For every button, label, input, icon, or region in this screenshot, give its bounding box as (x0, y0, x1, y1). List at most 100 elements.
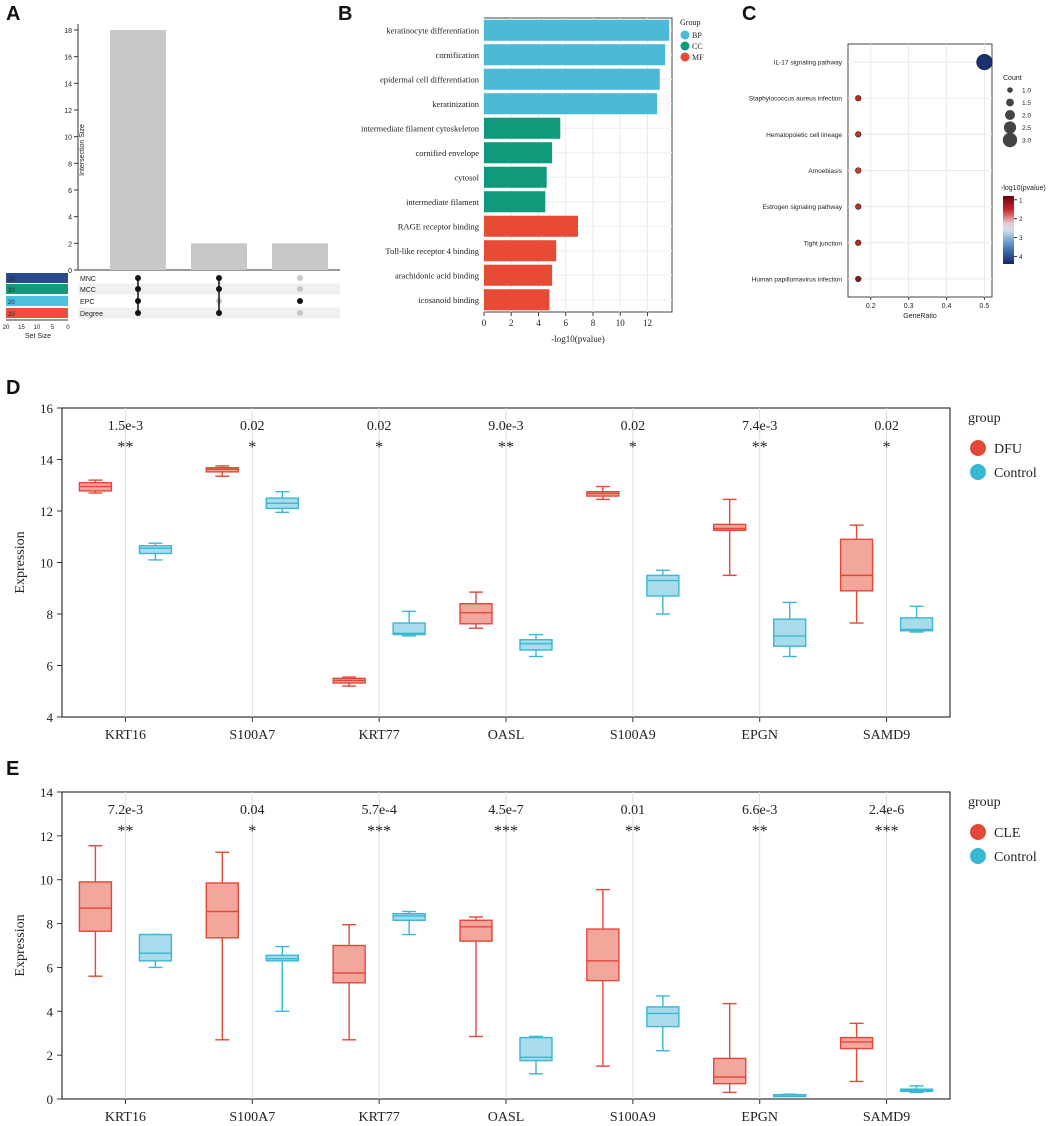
legend-title: group (968, 411, 1001, 426)
size-legend-dot (1003, 121, 1017, 134)
p-value-label: 7.4e-3 (742, 419, 777, 434)
legend-label: CC (692, 42, 703, 51)
gene-label: EPGN (741, 1110, 778, 1125)
set-size-label: Set Size (25, 333, 51, 340)
matrix-dot-empty (297, 310, 303, 316)
gene-label: KRT16 (105, 728, 146, 743)
intersection-bar (191, 243, 247, 270)
box-control (392, 913, 426, 921)
size-legend-title: Count (1003, 75, 1022, 82)
pathway-label: Estrogen signaling pathway (763, 204, 843, 211)
significance-stars: ** (752, 823, 768, 840)
go-term-bar (484, 142, 553, 164)
gene-label: SAMD9 (863, 1110, 910, 1125)
go-term-bar (484, 191, 546, 213)
set-size-value: 20 (8, 288, 15, 294)
set-size-value: 20 (8, 277, 15, 283)
go-term-bar (484, 264, 553, 286)
y-tick-label: 8 (68, 161, 72, 168)
p-value-label: 2.4e-6 (869, 803, 904, 818)
panel-label-e: E (6, 758, 19, 780)
y-tick-label: 12 (64, 108, 72, 115)
y-tick-label: 14 (64, 81, 72, 88)
set-size-bar (6, 296, 68, 306)
x-tick-label: 4 (536, 318, 541, 328)
set-size-tick: 5 (51, 325, 55, 331)
legend-swatch (970, 824, 986, 840)
p-value-label: 7.2e-3 (108, 803, 143, 818)
go-term-bar (484, 240, 557, 262)
intersection-bar (272, 243, 328, 270)
box-dfu (459, 603, 493, 625)
gene-label: S100A9 (610, 728, 656, 743)
size-legend-label: 3.0 (1022, 138, 1031, 145)
gene-label: OASL (488, 728, 525, 743)
significance-stars: ** (498, 439, 514, 456)
pathway-bubble (855, 275, 862, 283)
colorbar-tick-label: 3 (1019, 235, 1023, 242)
kegg-bubble-chart: 0.2 0.3 0.4 0.5 IL-17 signaling pathway Staph… (749, 43, 1046, 320)
significance-stars: ** (625, 823, 641, 840)
box-cle (713, 1057, 747, 1085)
pathway-bubble (855, 239, 862, 246)
x-tick-label: 12 (643, 318, 652, 328)
x-tick-label: 0.2 (866, 303, 876, 310)
y-tick-label: 10 (40, 556, 53, 571)
go-term-label: keratinization (432, 99, 479, 109)
box-control (646, 574, 680, 597)
y-tick-label: 14 (40, 785, 54, 800)
pathway-label: Hematopoietic cell lineage (766, 132, 842, 139)
pathway-bubble (855, 167, 862, 174)
p-value-label: 1.5e-3 (108, 419, 143, 434)
x-axis-label: GeneRatio (903, 313, 937, 320)
gene-label: S100A7 (229, 1110, 275, 1125)
size-legend-dot (1005, 110, 1015, 120)
go-term-bar (484, 215, 578, 237)
upset-plot: 0 2 4 6 8 10 12 14 16 18 Intersection Size 20 MNC 20 M… (3, 24, 340, 340)
p-value-label: 0.04 (240, 803, 265, 818)
go-term-bar (484, 19, 670, 41)
go-term-bar (484, 289, 550, 311)
y-tick-label: 4 (68, 215, 72, 222)
gene-label: SAMD9 (863, 728, 910, 743)
go-term-label: cytosol (454, 172, 479, 182)
y-tick-label: 2 (68, 241, 72, 248)
y-axis-label: Expression (13, 914, 28, 976)
y-tick-label: 8 (47, 917, 54, 932)
x-tick-label: 10 (616, 318, 626, 328)
x-tick-label: 0 (482, 318, 487, 328)
dfu-expression-boxplot: KRT161.5e-3**S100A70.02*KRT770.02*OASL9.… (13, 401, 1037, 743)
size-legend-label: 1.5 (1022, 100, 1031, 107)
y-tick-label: 6 (47, 659, 54, 674)
color-legend-title: -log10(pvalue) (1001, 185, 1046, 192)
y-tick-label: 10 (40, 873, 53, 888)
legend-swatch (970, 440, 986, 456)
set-size-bar (6, 284, 68, 294)
box-control (646, 1006, 680, 1028)
go-term-bar (484, 93, 658, 115)
size-legend-dot (1007, 87, 1013, 93)
colorbar-tick-label: 2 (1019, 216, 1023, 223)
y-tick-label: 14 (40, 453, 54, 468)
go-term-label: intermediate filament cytoskeleton (361, 123, 480, 133)
set-size-bar (6, 273, 68, 283)
legend-label: MF (692, 53, 704, 62)
y-tick-label: 0 (68, 268, 72, 275)
y-tick-label: 4 (47, 710, 54, 725)
legend-swatch (680, 41, 690, 51)
x-tick-label: 8 (591, 318, 596, 328)
gene-label: KRT16 (105, 1110, 146, 1125)
box-cle (332, 944, 366, 984)
legend-title: group (968, 795, 1001, 810)
colorbar-tick-label: 1 (1019, 197, 1023, 204)
significance-stars: * (375, 439, 383, 456)
colorbar-tick-label: 4 (1019, 254, 1023, 261)
y-tick-label: 2 (47, 1048, 54, 1063)
box-control (138, 545, 173, 555)
colorbar (1003, 196, 1014, 264)
p-value-label: 0.02 (621, 419, 646, 434)
gene-label: KRT77 (359, 728, 400, 743)
y-tick-label: 0 (47, 1092, 54, 1107)
matrix-row-band (78, 283, 340, 295)
